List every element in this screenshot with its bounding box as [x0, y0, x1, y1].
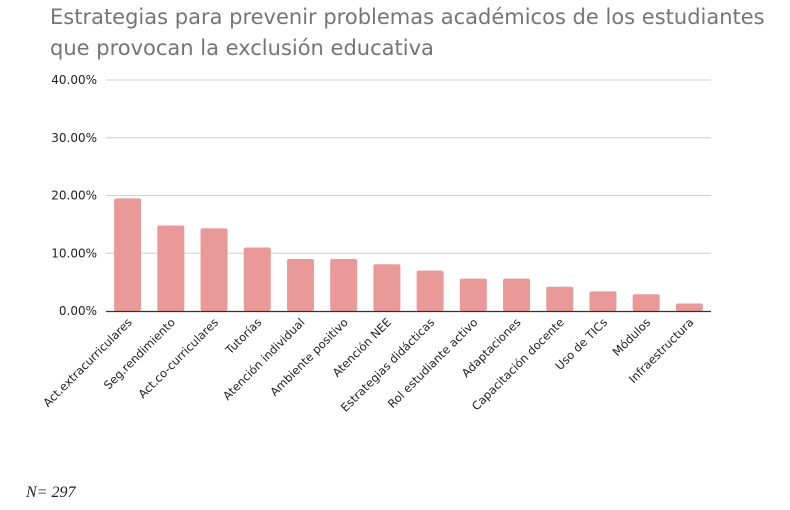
bar [286, 259, 314, 311]
chart-title: Estrategias para prevenir problemas acad… [50, 2, 780, 64]
sample-size-value: 297 [51, 484, 76, 501]
category-label: Módulos [610, 315, 654, 359]
bar-chart: 0.00% 10.00% 20.00% 30.00% 40.00% Act.extrac… [40, 73, 711, 415]
bar [675, 303, 703, 311]
bar [546, 286, 574, 311]
chart-title-line-2: que provocan la exclusión educativa [50, 36, 434, 60]
grid-lines [106, 79, 711, 254]
category-label: Act.co-curriculares [135, 315, 221, 401]
bar [459, 278, 487, 311]
category-label: Atención individual [220, 315, 308, 403]
y-tick-labels: 0.00% 10.00% 20.00% 30.00% 40.00% [51, 73, 97, 318]
y-tick-label: 40.00% [51, 73, 97, 87]
bar [330, 259, 358, 311]
category-labels: Act.extracurricularesSeg.rendimientoAct.… [40, 315, 696, 414]
y-tick-label: 10.00% [51, 246, 97, 260]
bar [157, 225, 185, 311]
sample-size-label: N= [26, 484, 48, 501]
bar [632, 294, 660, 311]
y-tick-label: 20.00% [51, 189, 97, 203]
sample-size-note: N= 297 [26, 484, 75, 502]
bar [114, 198, 142, 311]
y-tick-label: 30.00% [51, 131, 97, 145]
bars [114, 198, 703, 311]
chart-title-line-1: Estrategias para prevenir problemas acad… [50, 5, 765, 29]
y-tick-label: 0.00% [59, 304, 97, 318]
bar [503, 278, 531, 311]
bar [416, 270, 444, 311]
category-label: Ambiente positivo [267, 315, 351, 399]
bar [373, 264, 401, 311]
bar [589, 291, 617, 311]
bar [243, 247, 271, 311]
category-label: Tutorías [222, 315, 264, 357]
bar [200, 228, 228, 311]
